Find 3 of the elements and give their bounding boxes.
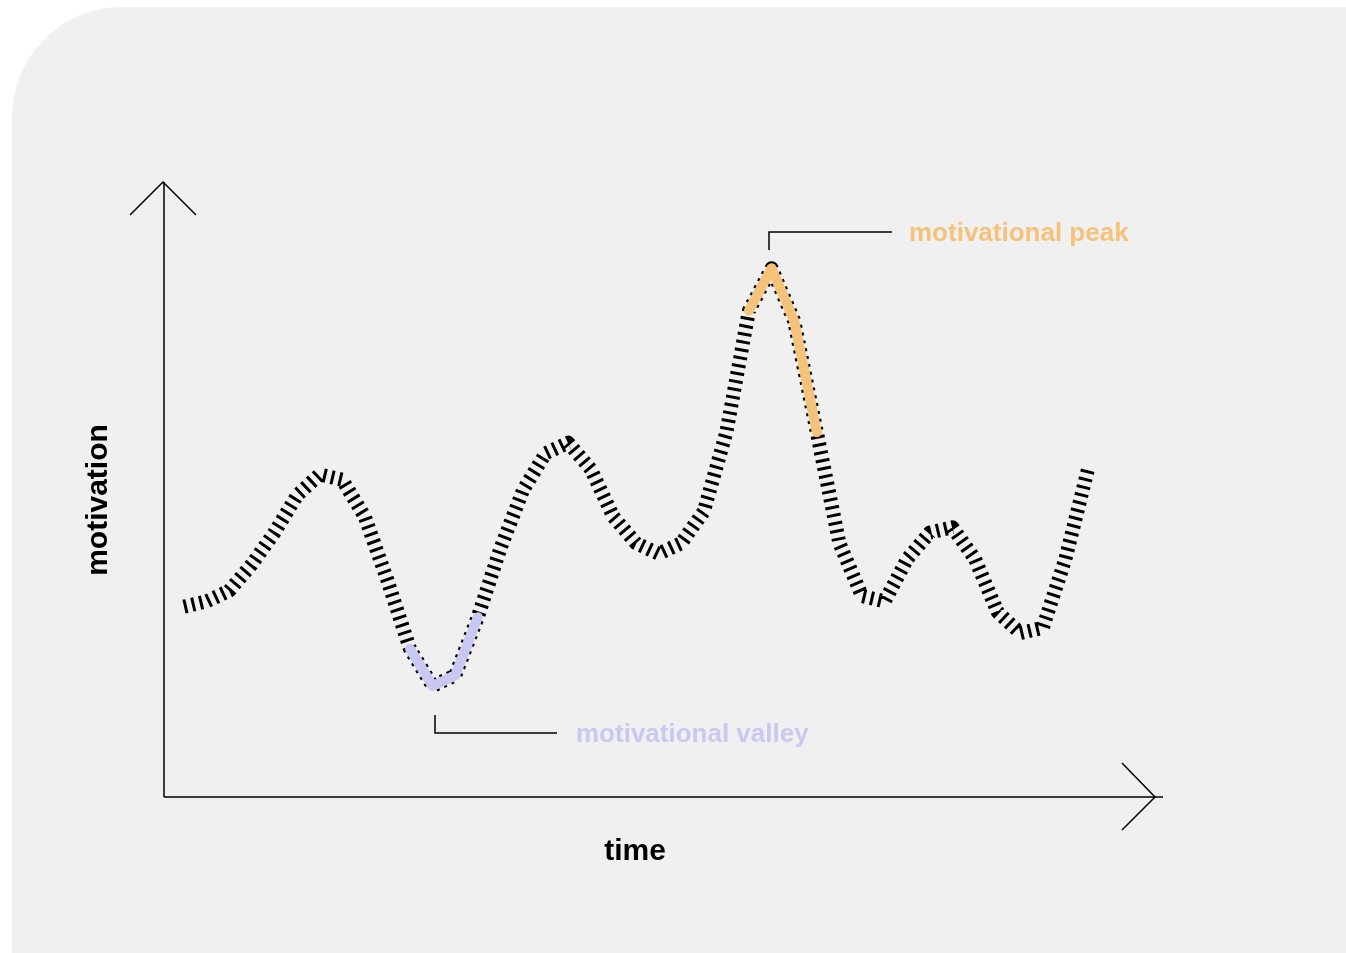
- x-axis-title: time: [604, 832, 666, 866]
- y-axis-title: motivation: [79, 424, 113, 576]
- text: motivational peak: [909, 217, 1130, 247]
